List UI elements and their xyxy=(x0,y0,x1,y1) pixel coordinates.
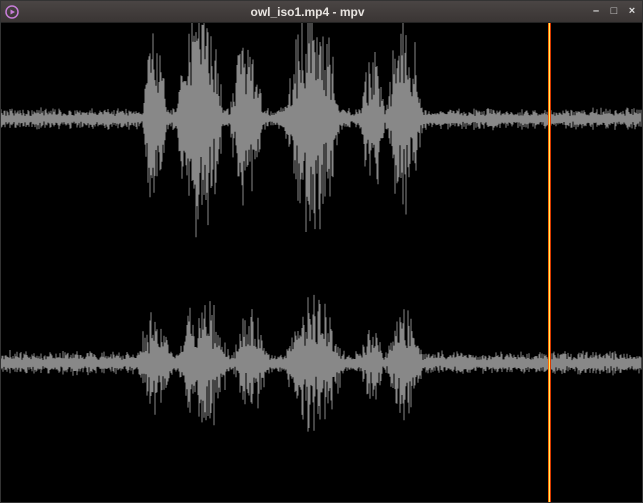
maximize-button[interactable]: □ xyxy=(608,6,620,18)
close-button[interactable]: × xyxy=(626,6,638,18)
minimize-button[interactable]: – xyxy=(590,6,602,18)
mpv-app-icon xyxy=(5,5,19,19)
window-title: owl_iso1.mp4 - mpv xyxy=(25,5,590,19)
waveform-channel-right xyxy=(1,23,642,502)
window-controls: – □ × xyxy=(590,6,638,18)
titlebar[interactable]: owl_iso1.mp4 - mpv – □ × xyxy=(1,1,642,23)
waveform-viewport[interactable] xyxy=(1,23,642,502)
app-window: owl_iso1.mp4 - mpv – □ × xyxy=(0,0,643,503)
